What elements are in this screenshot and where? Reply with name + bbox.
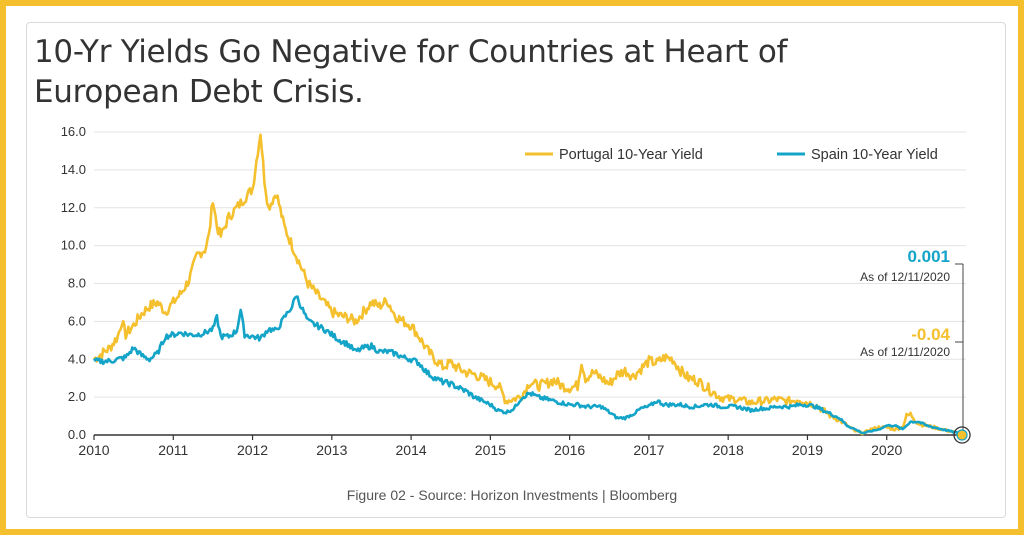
- y-tick-label: 4.0: [68, 351, 86, 366]
- y-tick-label: 12.0: [61, 200, 86, 215]
- legend-label: Spain 10-Year Yield: [811, 147, 938, 163]
- chart-caption: Figure 02 - Source: Horizon Investments …: [346, 487, 678, 503]
- portugal-latest-value: -0.04: [911, 325, 950, 344]
- spain-as-of-date: As of 12/11/2020: [860, 270, 950, 284]
- y-tick-label: 14.0: [61, 162, 86, 177]
- chart-frame: [26, 22, 1006, 518]
- y-tick-label: 16.0: [61, 124, 86, 139]
- x-tick-label: 2020: [871, 442, 902, 458]
- end-marker-dot: [956, 429, 968, 441]
- spain-latest-value: 0.001: [907, 247, 950, 266]
- x-tick-label: 2014: [396, 442, 427, 458]
- x-tick-label: 2018: [713, 442, 744, 458]
- x-tick-label: 2017: [633, 442, 664, 458]
- y-tick-label: 6.0: [68, 313, 86, 328]
- portugal-yield-line: [92, 133, 963, 438]
- legend-label: Portugal 10-Year Yield: [559, 147, 703, 163]
- chart-title: 10-Yr Yields Go Negative for Countries a…: [34, 34, 788, 110]
- y-tick-label: 10.0: [61, 238, 86, 253]
- y-tick-label: 8.0: [68, 276, 86, 291]
- chart-card: [6, 6, 1018, 529]
- x-tick-label: 2015: [475, 442, 506, 458]
- x-tick-label: 2019: [792, 442, 823, 458]
- x-tick-label: 2010: [78, 442, 109, 458]
- portugal-as-of-date: As of 12/11/2020: [860, 345, 950, 359]
- x-tick-label: 2013: [316, 442, 347, 458]
- x-tick-label: 2012: [237, 442, 268, 458]
- x-tick-label: 2016: [554, 442, 585, 458]
- y-tick-label: 2.0: [68, 389, 86, 404]
- y-tick-label: 0.0: [68, 427, 86, 442]
- end-marker-ring: [953, 426, 971, 444]
- x-tick-label: 2011: [158, 442, 188, 458]
- spain-yield-line: [92, 295, 963, 437]
